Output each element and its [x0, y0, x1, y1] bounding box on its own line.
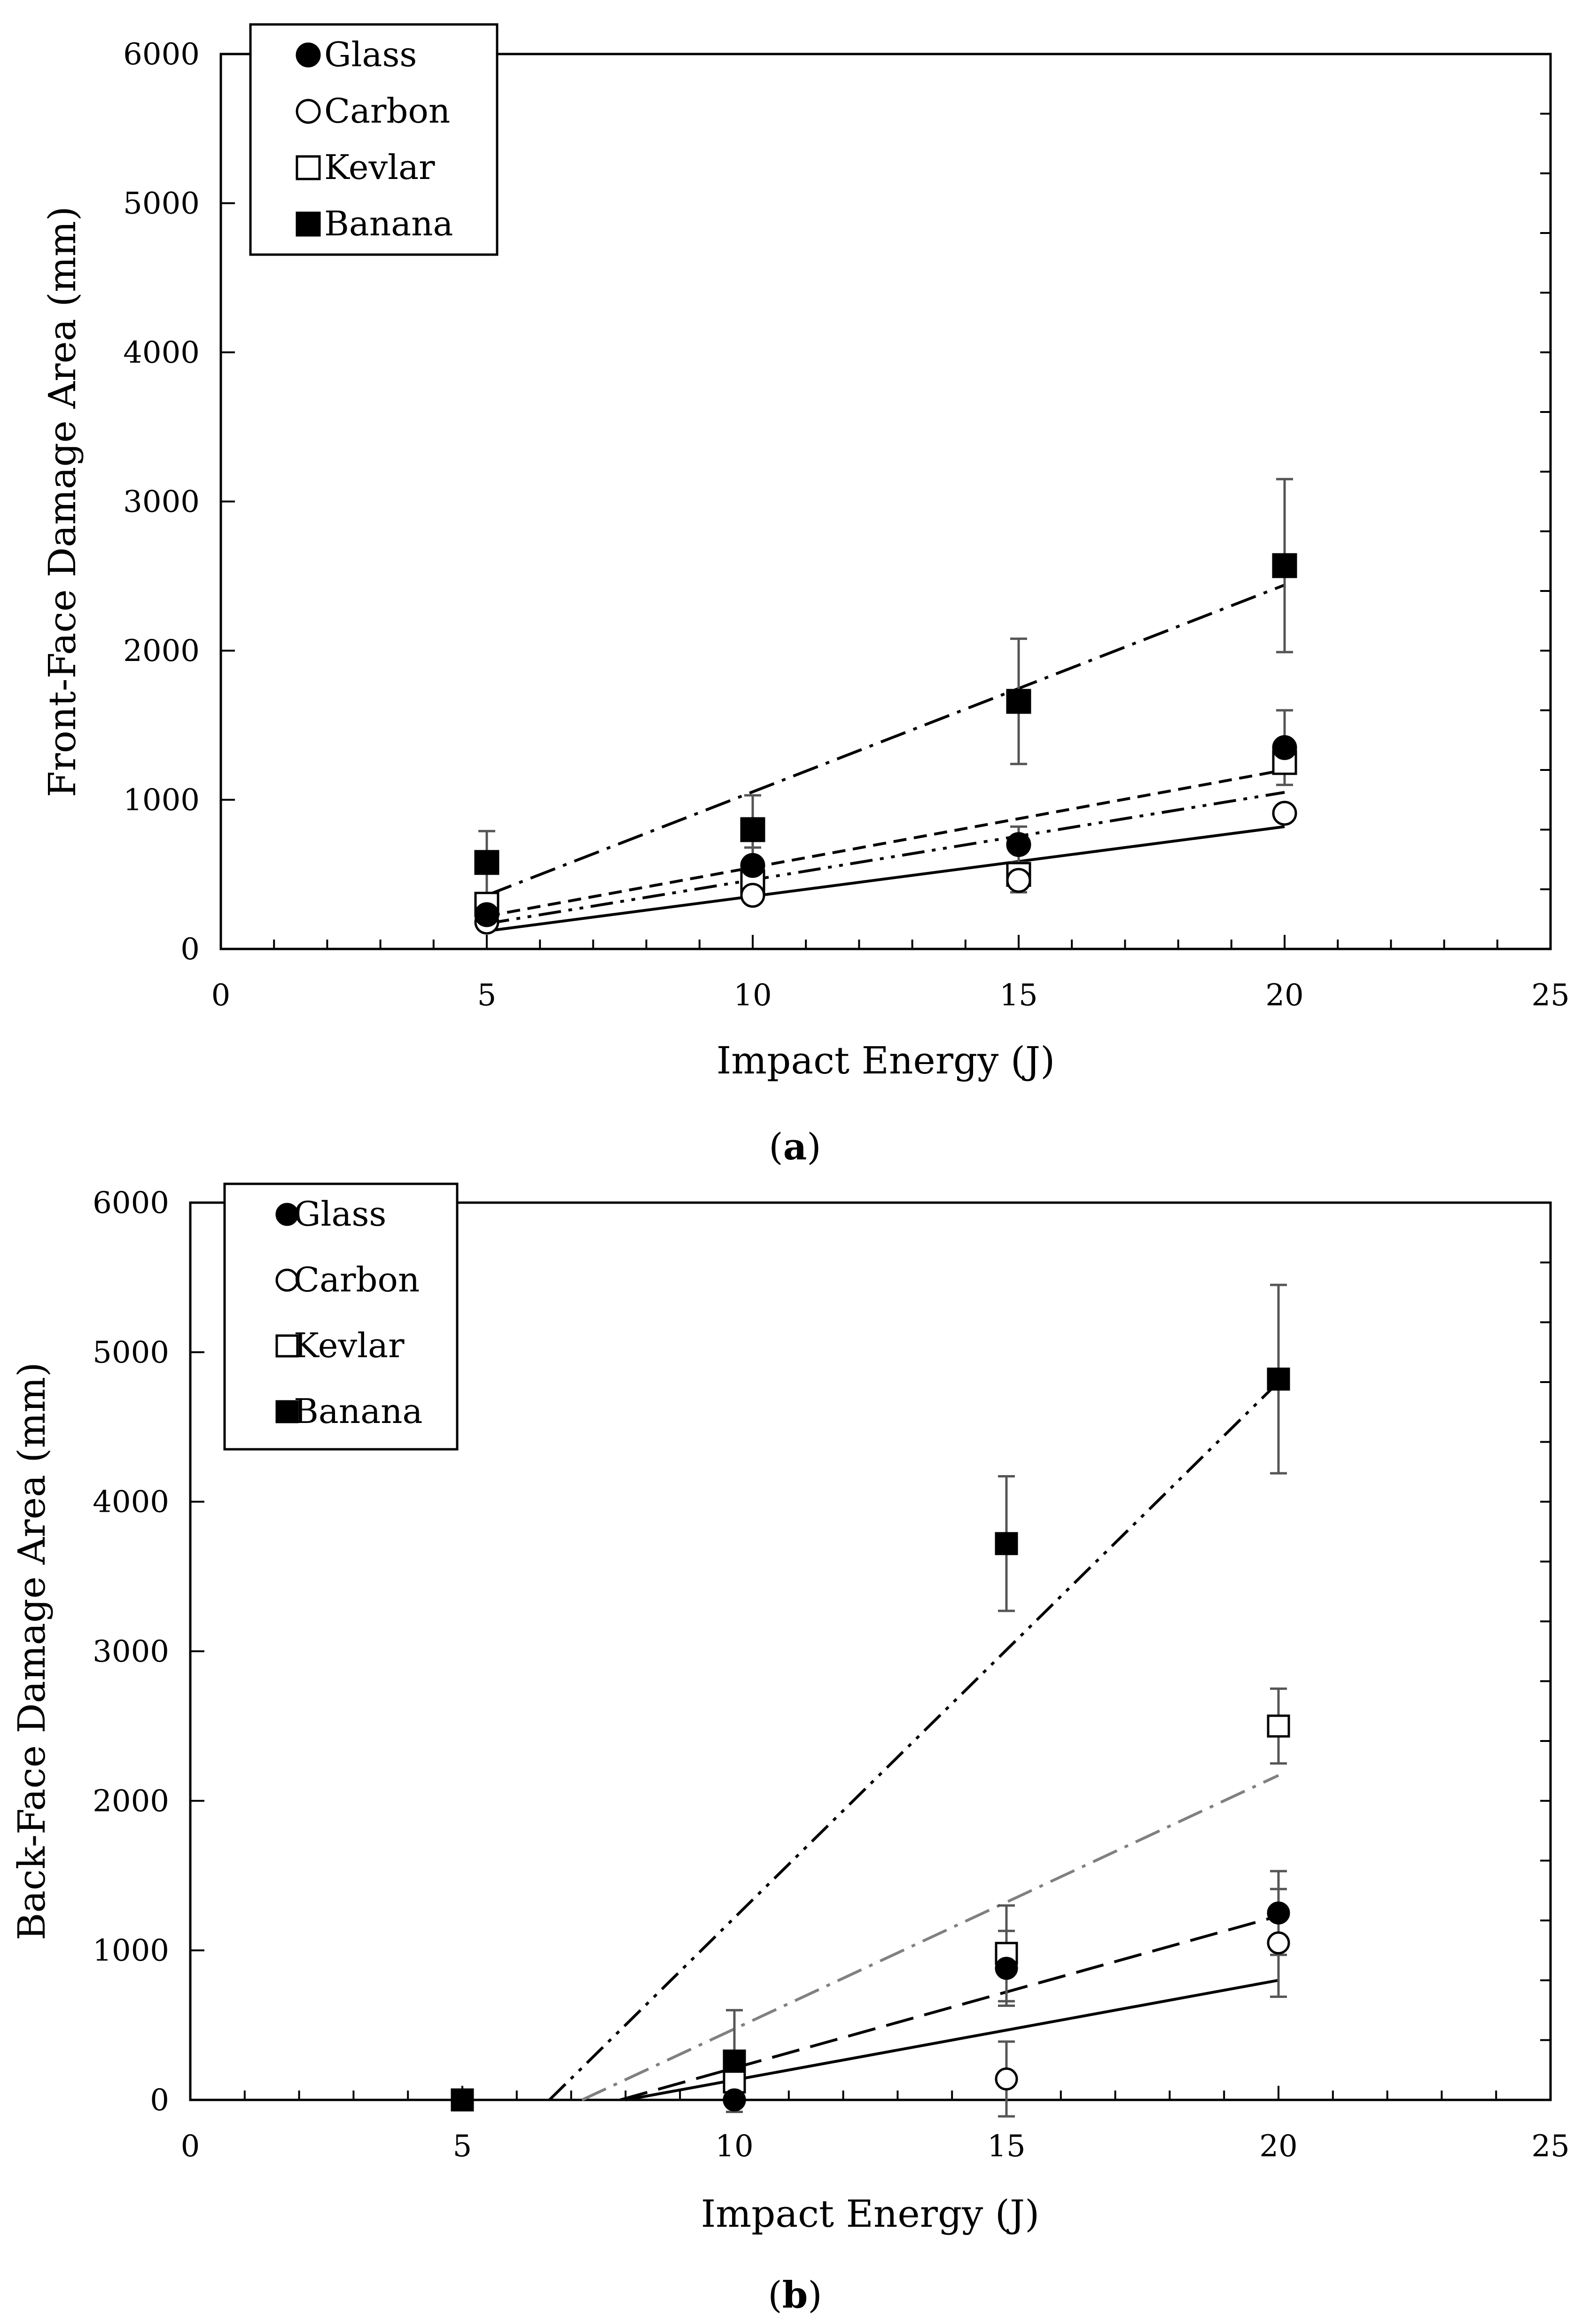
y-tick-label: 4000 [93, 1485, 169, 1520]
point-banana-15 [1007, 690, 1030, 713]
y-tick-label: 2000 [93, 1784, 169, 1819]
y-tick-label: 6000 [123, 37, 200, 72]
y-axis-label-a: Front-Face Damage Area (mm) [40, 206, 84, 797]
caption-letter-b: b [782, 2274, 808, 2316]
x-tick-label: 15 [987, 2129, 1025, 2164]
x-tick-label: 20 [1265, 978, 1303, 1013]
x-tick-label: 25 [1531, 978, 1569, 1013]
y-tick-label: 5000 [123, 187, 200, 221]
x-tick-label: 15 [999, 978, 1037, 1013]
point-glass-15 [996, 1958, 1017, 1979]
x-tick-label: 20 [1259, 2129, 1297, 2164]
point-kevlar-20 [1268, 1716, 1289, 1736]
legend-marker-banana [297, 213, 320, 235]
x-tick-label: 25 [1531, 2129, 1569, 2164]
legend-label-carbon: Carbon [294, 1260, 420, 1299]
point-banana-15 [996, 1533, 1017, 1554]
x-tick-label: 10 [715, 2129, 753, 2164]
x-tick-label: 0 [211, 978, 231, 1013]
y-tick-label: 6000 [93, 1186, 169, 1220]
y-tick-label: 2000 [123, 634, 200, 668]
point-banana-20 [1273, 554, 1296, 577]
point-glass-5 [475, 903, 498, 926]
y-tick-label: 0 [150, 2083, 169, 2118]
point-carbon-20 [1273, 802, 1296, 824]
x-tick-label: 10 [733, 978, 772, 1013]
legend-a: Glass Carbon Kevlar Banana [250, 24, 497, 255]
point-banana-10 [741, 818, 764, 841]
caption-letter-a: a [783, 1126, 807, 1168]
point-carbon-15 [1007, 869, 1030, 892]
x-tick-label: 5 [477, 978, 497, 1013]
point-carbon-20 [1268, 1933, 1289, 1953]
point-glass-20 [1268, 1903, 1289, 1923]
point-glass-20 [1273, 736, 1296, 759]
point-banana-10 [724, 2051, 745, 2071]
point-glass-15 [1007, 833, 1030, 856]
y-tick-label: 4000 [123, 335, 200, 370]
legend-marker-glass [297, 44, 320, 66]
y-tick-label: 3000 [93, 1634, 169, 1669]
x-axis-label-a: Impact Energy (J) [717, 1039, 1055, 1082]
y-tick-label: 1000 [93, 1934, 169, 1968]
legend-marker-kevlar [297, 156, 320, 179]
legend-marker-carbon [297, 100, 320, 123]
point-banana-20 [1268, 1369, 1289, 1390]
y-tick-label: 3000 [123, 485, 200, 520]
point-banana-5 [452, 2090, 473, 2110]
point-banana-5 [475, 851, 498, 874]
figure: 0 5 10 15 20 250100020003000400050006000 Impa… [0, 0, 1590, 2324]
point-carbon-15 [996, 2068, 1017, 2089]
point-glass-10 [741, 854, 764, 877]
legend-label-glass: Glass [324, 35, 417, 74]
legend-label-banana: Banana [324, 204, 453, 243]
point-carbon-10 [741, 884, 764, 907]
legend-label-glass: Glass [294, 1194, 386, 1234]
caption-b: (b) [768, 2274, 822, 2316]
caption-a: (a) [769, 1126, 821, 1168]
y-tick-label: 1000 [123, 783, 200, 818]
legend-b: Glass Carbon Kevlar Banana [225, 1184, 457, 1449]
y-axis-label-b: Back-Face Damage Area (mm) [10, 1362, 54, 1941]
legend-label-kevlar: Kevlar [324, 148, 435, 187]
x-tick-label: 5 [453, 2129, 472, 2164]
point-glass-10 [724, 2090, 745, 2110]
x-axis-label-b: Impact Energy (J) [701, 2192, 1040, 2236]
legend-label-kevlar: Kevlar [294, 1326, 405, 1365]
x-tick-label: 0 [181, 2129, 200, 2164]
y-tick-label: 0 [180, 932, 200, 967]
legend-label-banana: Banana [294, 1391, 422, 1431]
y-tick-label: 5000 [93, 1335, 169, 1370]
legend-label-carbon: Carbon [324, 91, 450, 131]
